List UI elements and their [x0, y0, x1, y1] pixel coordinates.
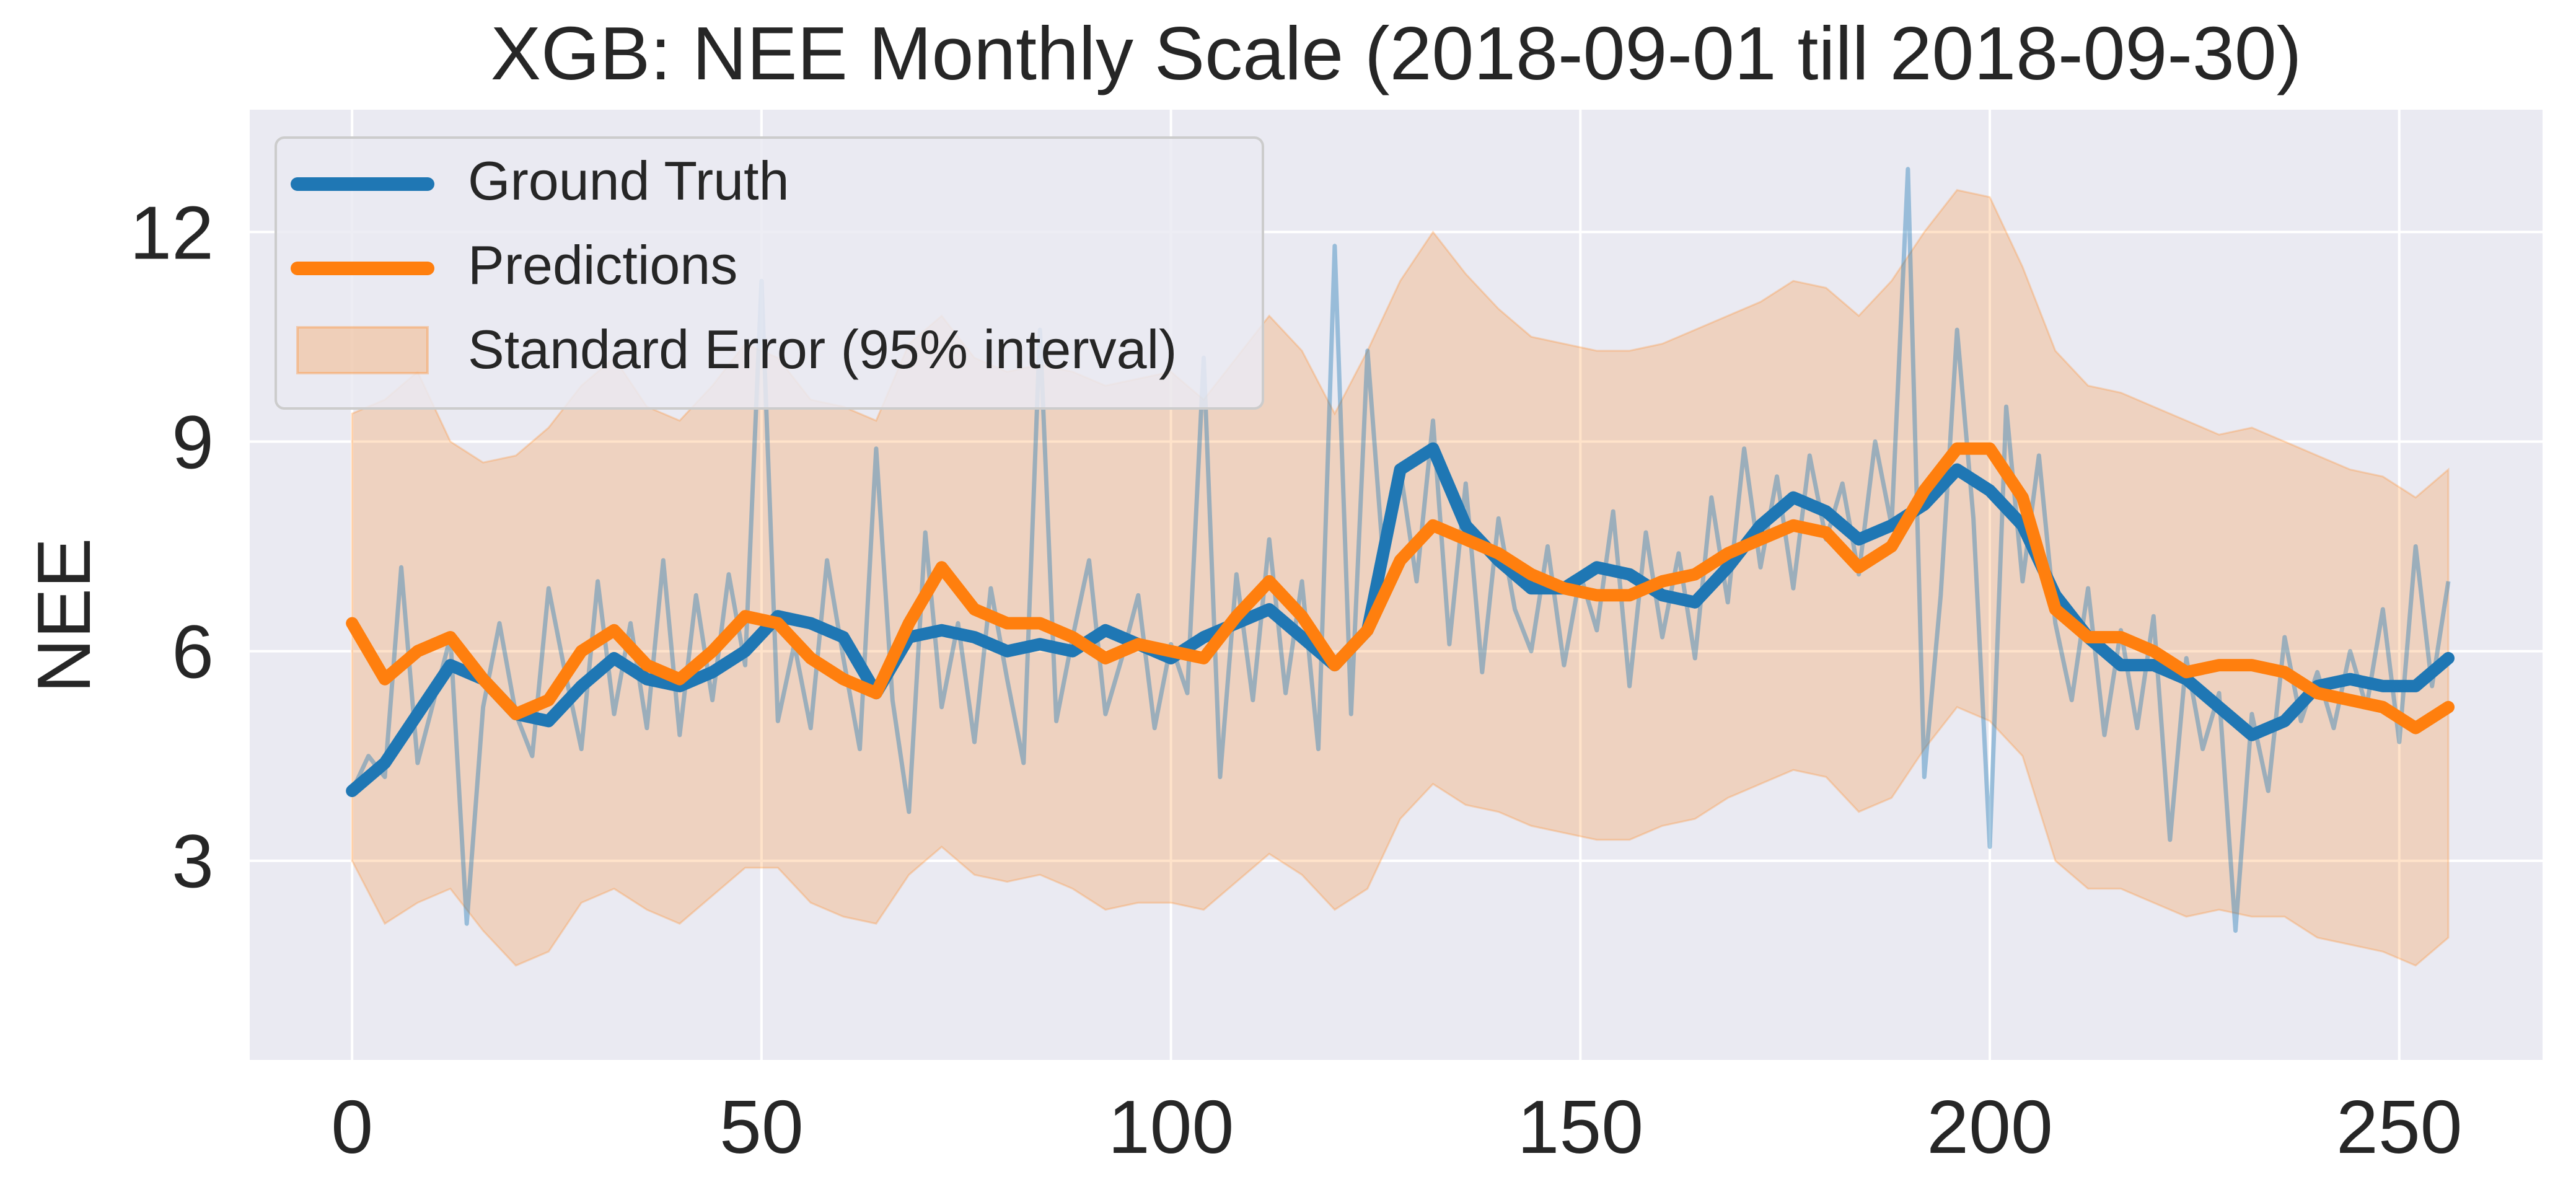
y-tick-label: 3: [172, 819, 214, 904]
legend-label-ground-truth: Ground Truth: [468, 150, 789, 211]
series-lines: [346, 442, 2455, 797]
x-tick-label: 50: [719, 1085, 804, 1169]
y-tick-label: 6: [172, 610, 214, 694]
x-tick-label: 150: [1518, 1085, 1644, 1169]
y-tick-label: 9: [172, 400, 214, 484]
legend-label-predictions: Predictions: [468, 234, 737, 296]
legend-label-standard-error: Standard Error (95% interval): [468, 319, 1177, 380]
y-tick-label: 12: [130, 190, 214, 275]
x-tick-label: 250: [2336, 1085, 2463, 1169]
x-axis-ticks: 0 50 100 150 200 250: [331, 1085, 2462, 1169]
ground-truth-line: [346, 442, 2455, 797]
legend-swatch-standard-error: [296, 326, 429, 374]
chart-title: XGB: NEE Monthly Scale (2018-09-01 till …: [491, 11, 2302, 95]
x-tick-label: 200: [1927, 1085, 2053, 1169]
y-axis-ticks: 3 6 9 12: [130, 190, 214, 903]
x-tick-label: 100: [1108, 1085, 1234, 1169]
predictions-line: [346, 442, 2455, 735]
x-tick-label: 0: [331, 1085, 373, 1169]
legend: Ground Truth Predictions Standard Error …: [275, 136, 1264, 410]
legend-box: [275, 136, 1264, 410]
y-axis-label: NEE: [22, 538, 106, 694]
